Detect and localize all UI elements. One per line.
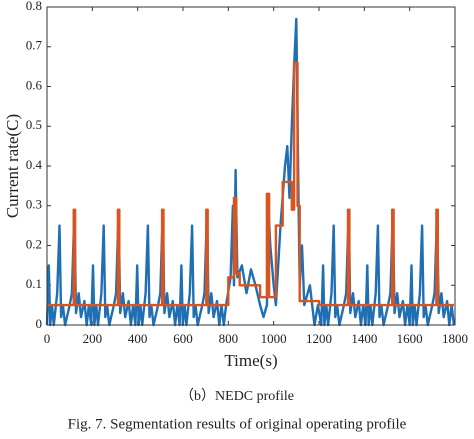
x-tick-label: 1600 xyxy=(397,331,423,346)
y-tick-label: 0.1 xyxy=(26,276,42,291)
y-tick-label: 0.6 xyxy=(26,77,43,92)
series-line xyxy=(47,61,454,307)
y-tick-label: 0.4 xyxy=(26,157,43,172)
figure-caption: Fig. 7. Segmentation results of original… xyxy=(68,416,407,432)
y-tick-label: 0.7 xyxy=(26,38,43,53)
y-tick-label: 0.3 xyxy=(26,197,42,212)
x-tick-label: 600 xyxy=(173,331,193,346)
x-tick-label: 1000 xyxy=(261,331,287,346)
y-tick-label: 0.2 xyxy=(26,236,42,251)
x-tick-label: 400 xyxy=(128,331,148,346)
x-tick-label: 0 xyxy=(44,331,51,346)
y-tick-label: 0.5 xyxy=(26,117,42,132)
y-axis-label: Current rate(C) xyxy=(3,114,22,218)
x-tick-label: 1400 xyxy=(351,331,377,346)
subtitle: （b）NEDC profile xyxy=(180,388,294,404)
x-tick-label: 800 xyxy=(219,331,239,346)
series-line xyxy=(45,17,456,327)
x-axis-label: Time(s) xyxy=(224,351,277,370)
y-tick-label: 0 xyxy=(36,316,43,331)
plot-frame xyxy=(46,6,456,326)
x-tick-label: 1200 xyxy=(306,331,332,346)
y-tick-label: 0.8 xyxy=(26,0,42,13)
x-tick-label: 200 xyxy=(83,331,103,346)
x-tick-label: 1800 xyxy=(442,331,468,346)
